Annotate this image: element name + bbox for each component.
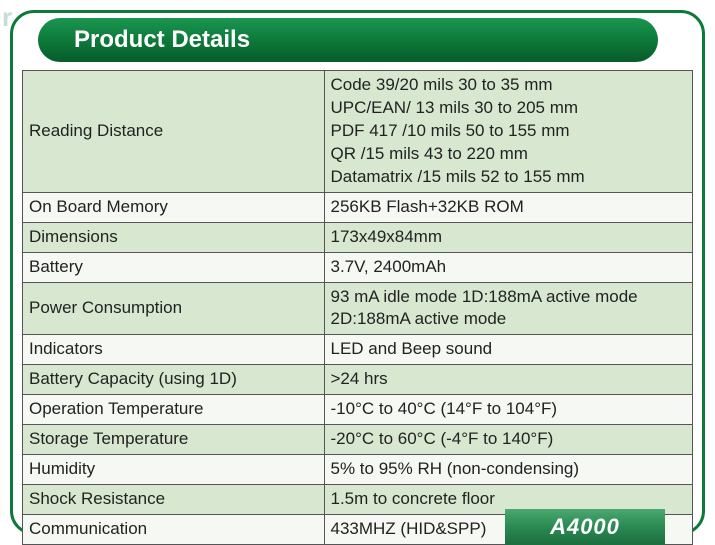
spec-value: LED and Beep sound xyxy=(324,335,693,365)
spec-label: Communication xyxy=(23,515,325,545)
spec-label: Dimensions xyxy=(23,222,325,252)
spec-label: Battery xyxy=(23,252,325,282)
spec-label: Power Consumption xyxy=(23,282,325,335)
page-title: Product Details xyxy=(74,26,250,54)
table-row: Power Consumption93 mA idle mode 1D:188m… xyxy=(23,282,693,335)
spec-table: Reading DistanceCode 39/20 mils 30 to 35… xyxy=(22,70,693,545)
spec-label: On Board Memory xyxy=(23,192,325,222)
spec-label: Indicators xyxy=(23,335,325,365)
spec-value: >24 hrs xyxy=(324,365,693,395)
spec-table-container: Reading DistanceCode 39/20 mils 30 to 35… xyxy=(22,70,693,505)
spec-label: Operation Temperature xyxy=(23,395,325,425)
table-row: Battery Capacity (using 1D)>24 hrs xyxy=(23,365,693,395)
spec-value: 93 mA idle mode 1D:188mA active mode 2D:… xyxy=(324,282,693,335)
spec-value: 3.7V, 2400mAh xyxy=(324,252,693,282)
table-row: Reading DistanceCode 39/20 mils 30 to 35… xyxy=(23,71,693,193)
spec-value: 5% to 95% RH (non-condensing) xyxy=(324,455,693,485)
table-row: Humidity5% to 95% RH (non-condensing) xyxy=(23,455,693,485)
table-row: Storage Temperature-20°C to 60°C (-4°F t… xyxy=(23,425,693,455)
spec-label: Reading Distance xyxy=(23,71,325,193)
spec-label: Storage Temperature xyxy=(23,425,325,455)
spec-value: 256KB Flash+32KB ROM xyxy=(324,192,693,222)
spec-value: 173x49x84mm xyxy=(324,222,693,252)
model-badge: A4000 xyxy=(505,509,665,545)
spec-value: -10°C to 40°C (14°F to 104°F) xyxy=(324,395,693,425)
model-label: A4000 xyxy=(550,514,620,540)
table-row: On Board Memory256KB Flash+32KB ROM xyxy=(23,192,693,222)
table-row: Dimensions173x49x84mm xyxy=(23,222,693,252)
spec-label: Humidity xyxy=(23,455,325,485)
table-row: Battery3.7V, 2400mAh xyxy=(23,252,693,282)
header-pill: Product Details xyxy=(38,18,658,62)
table-row: IndicatorsLED and Beep sound xyxy=(23,335,693,365)
spec-label: Battery Capacity (using 1D) xyxy=(23,365,325,395)
table-row: Operation Temperature-10°C to 40°C (14°F… xyxy=(23,395,693,425)
spec-value: Code 39/20 mils 30 to 35 mmUPC/EAN/ 13 m… xyxy=(324,71,693,193)
spec-value: -20°C to 60°C (-4°F to 140°F) xyxy=(324,425,693,455)
spec-label: Shock Resistance xyxy=(23,485,325,515)
